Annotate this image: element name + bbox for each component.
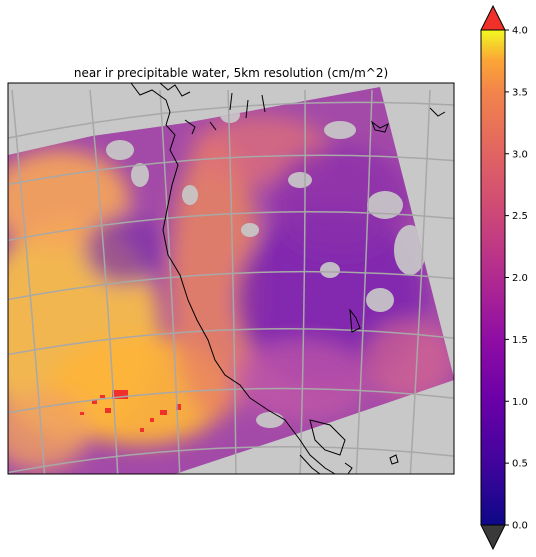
data-swath [8,87,454,474]
map-axes [8,83,454,474]
colorbar-tick-label: 0.5 [512,459,528,470]
saturated-pixels [80,390,181,432]
map-frame [7,82,455,475]
colorbar-tick-label: 3.5 [512,87,528,98]
colorbar-tick-label: 2.5 [512,211,528,222]
colorbar-gradient [481,30,505,525]
swath-field [8,115,454,470]
missing-data-patches [106,107,426,428]
colorbar-tick-label: 1.0 [512,397,528,408]
colorbar-ticks: 0.0 0.5 1.0 1.5 2.0 2.5 3.0 3.5 4.0 [505,26,528,532]
colorbar: 0.0 0.5 1.0 1.5 2.0 2.5 3.0 3.5 4.0 [480,4,528,551]
colorbar-tick-label: 0.0 [512,521,528,532]
colorbar-tick-label: 1.5 [512,335,528,346]
colorbar-tick-label: 2.0 [512,273,528,284]
chart-title: near ir precipitable water, 5km resoluti… [74,66,388,80]
colorbar-tick-label: 3.0 [512,149,528,160]
gridlines [8,89,454,474]
colorbar-tick-label: 4.0 [512,26,528,37]
colorbar-over-extension [480,4,506,31]
colorbar-under-extension [480,524,506,551]
coastlines [130,83,446,474]
